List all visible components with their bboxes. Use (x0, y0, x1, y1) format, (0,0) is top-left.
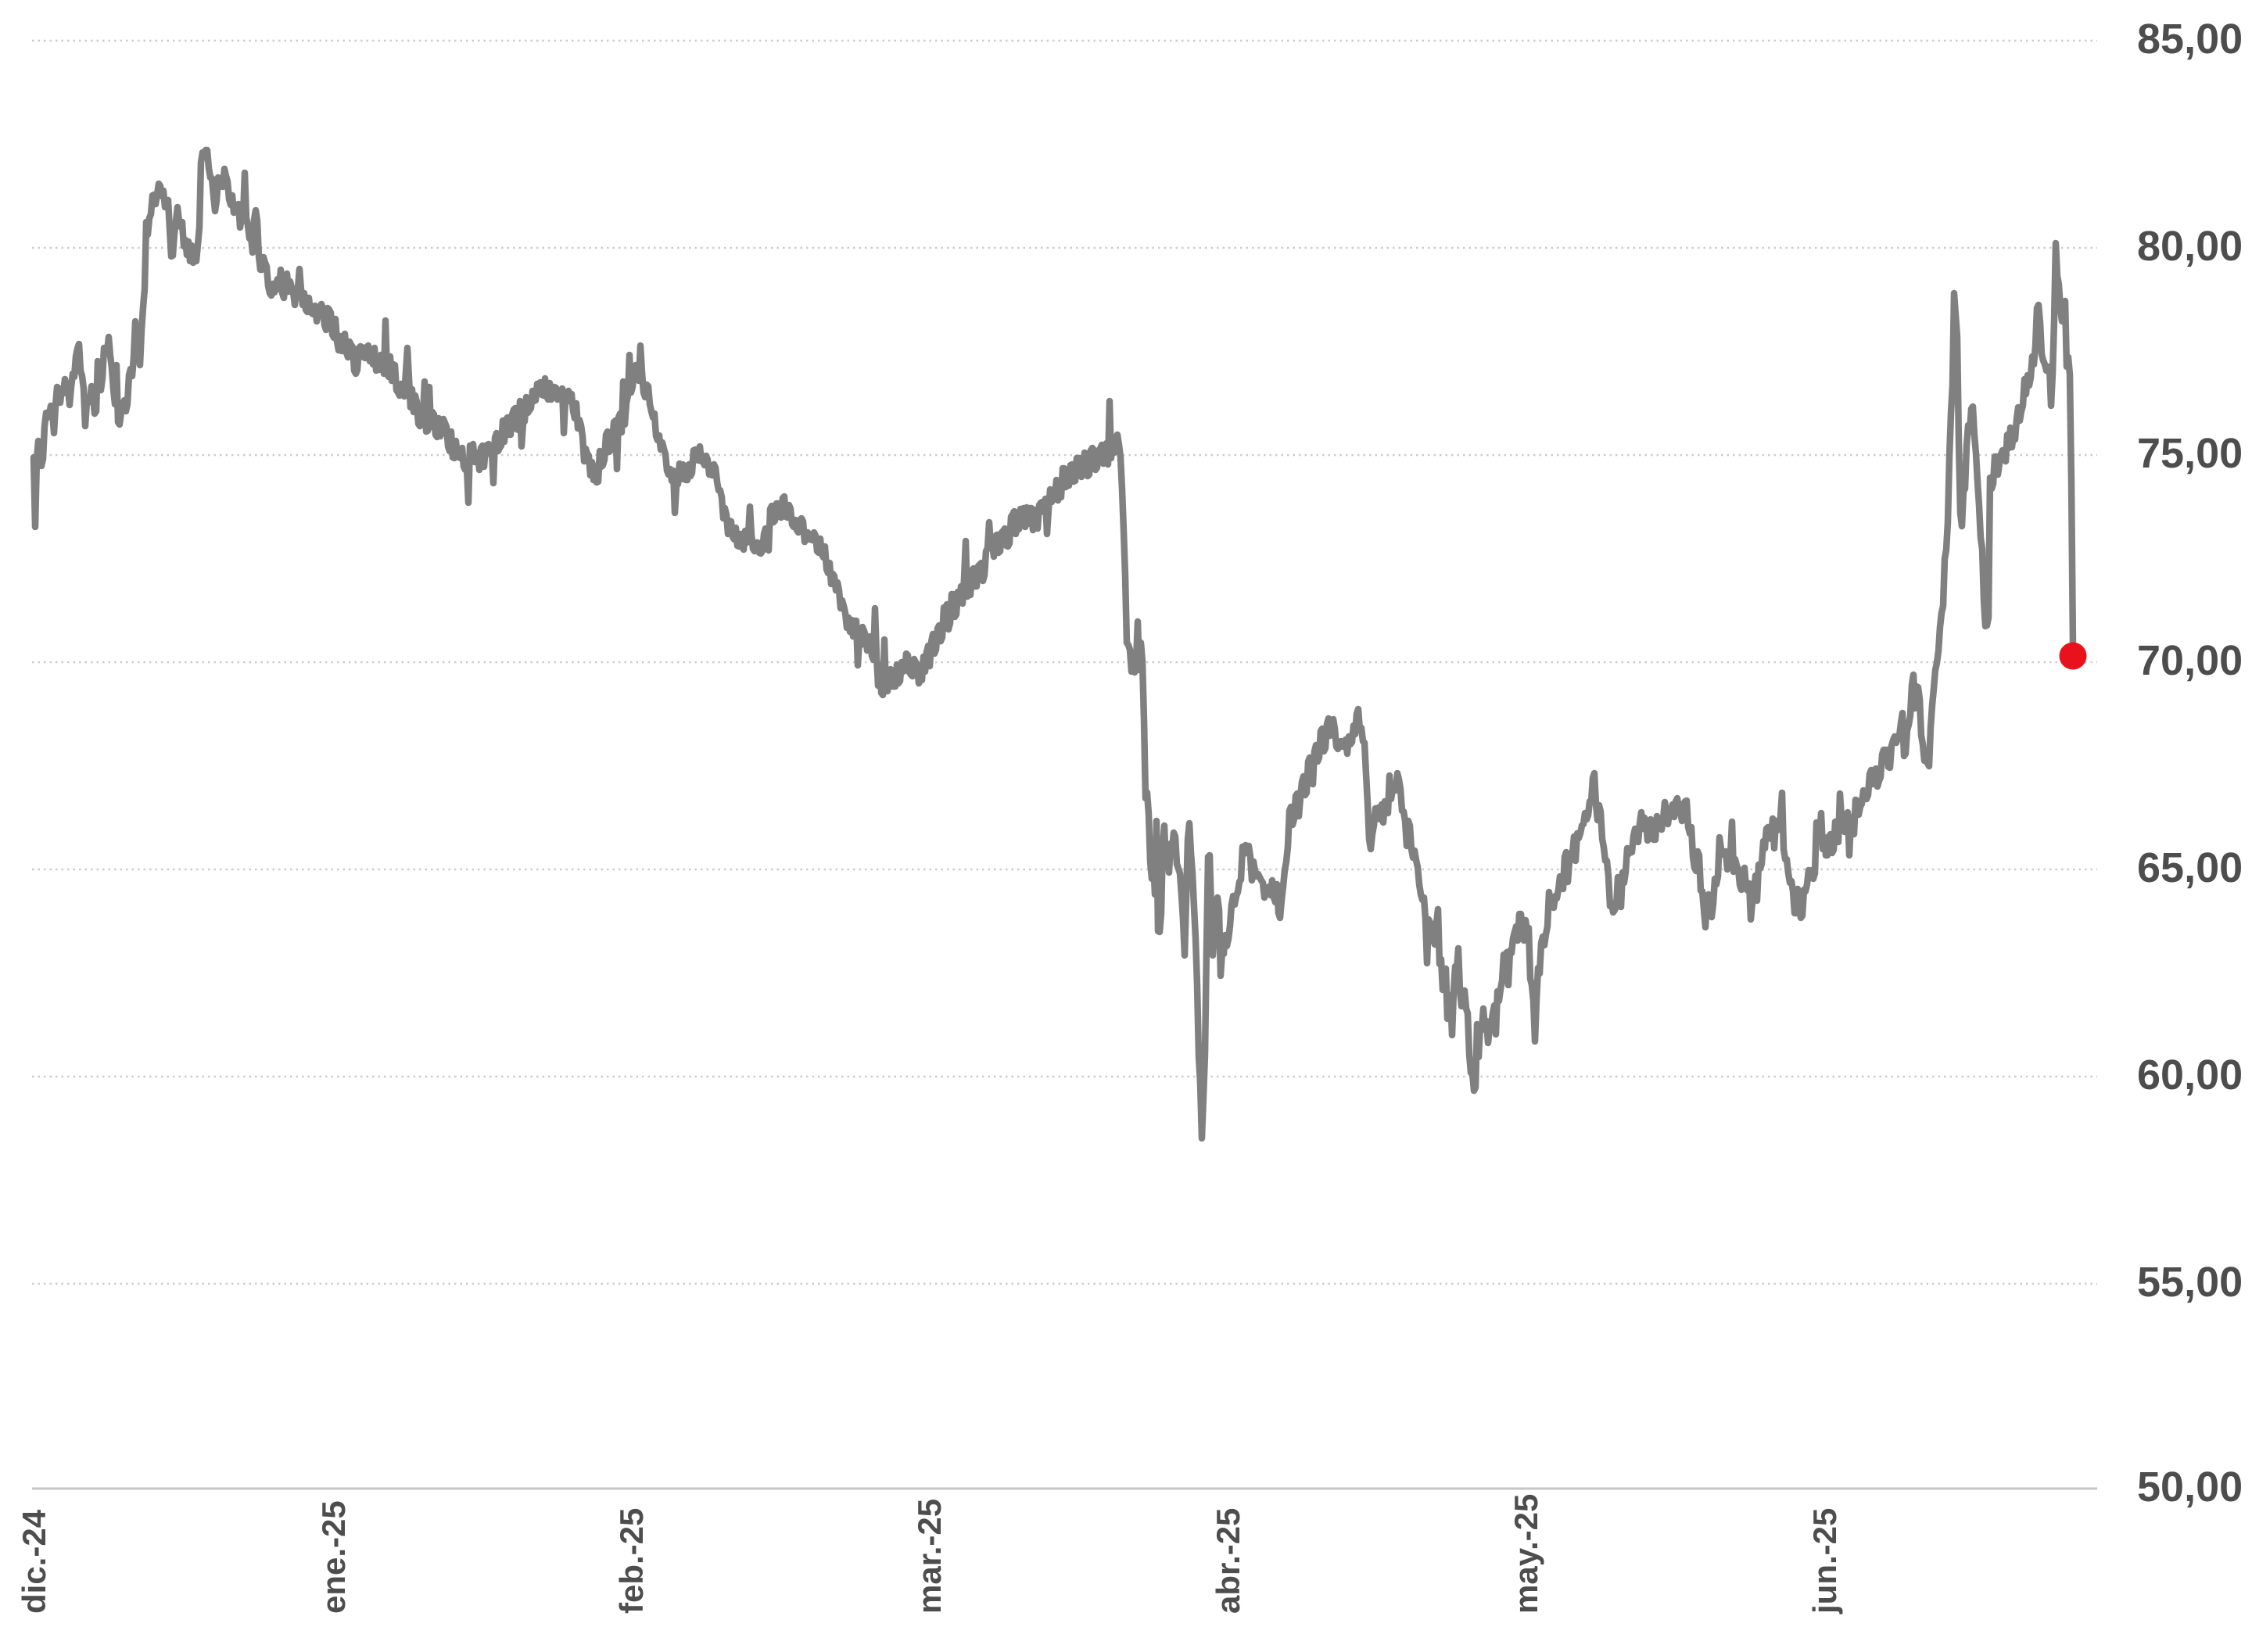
svg-text:60,00: 60,00 (2137, 1052, 2243, 1098)
svg-text:70,00: 70,00 (2137, 637, 2243, 684)
svg-text:50,00: 50,00 (2137, 1464, 2243, 1510)
svg-text:dic.-24: dic.-24 (16, 1509, 52, 1614)
svg-text:85,00: 85,00 (2137, 16, 2243, 63)
svg-text:mar.-25: mar.-25 (911, 1499, 948, 1614)
svg-text:feb.-25: feb.-25 (613, 1508, 650, 1614)
svg-text:75,00: 75,00 (2137, 430, 2243, 477)
svg-text:jun.-25: jun.-25 (1806, 1508, 1843, 1614)
svg-text:abr.-25: abr.-25 (1210, 1508, 1246, 1614)
svg-text:ene.-25: ene.-25 (315, 1500, 352, 1614)
svg-text:80,00: 80,00 (2137, 223, 2243, 270)
svg-text:55,00: 55,00 (2137, 1259, 2243, 1306)
svg-text:65,00: 65,00 (2137, 844, 2243, 891)
svg-text:may.-25: may.-25 (1508, 1494, 1544, 1614)
